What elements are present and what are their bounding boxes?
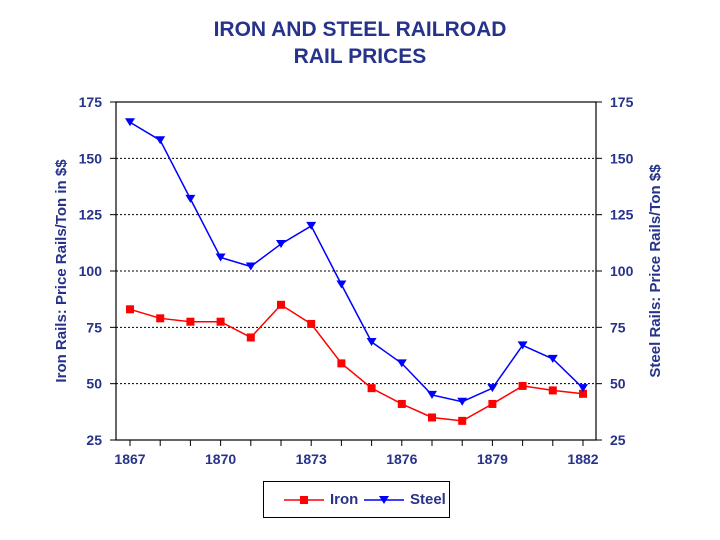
iron-point <box>458 416 467 425</box>
steel-point <box>578 384 588 393</box>
y-tick-label-left: 75 <box>86 319 102 335</box>
iron-point <box>337 359 346 368</box>
iron-legend-marker-icon <box>284 496 324 504</box>
steel-point <box>185 194 196 203</box>
y-axis-label-right: Steel Rails: Price Rails/Ton $$ <box>647 164 664 378</box>
steel-point <box>487 384 498 393</box>
y-tick-label-right: 175 <box>610 94 634 110</box>
iron-point <box>579 389 587 398</box>
legend-label-steel: Steel <box>410 491 446 508</box>
steel-series-line <box>129 121 584 403</box>
iron-point <box>277 300 285 309</box>
iron-point <box>186 317 195 326</box>
y-tick-label-left: 175 <box>79 94 103 110</box>
steel-point <box>245 262 256 271</box>
chart-subtitle: RAIL PRICES <box>293 45 427 68</box>
y-tick-label-left: 100 <box>79 263 103 279</box>
y-axis-label-left: Iron Rails: Price Rails/Ton in $$ <box>53 159 70 383</box>
iron-point <box>307 319 316 328</box>
iron-point <box>126 305 134 314</box>
iron-point <box>216 317 225 326</box>
iron-point <box>518 381 527 390</box>
y-tick-label-right: 50 <box>610 376 626 392</box>
iron-point <box>428 413 436 422</box>
x-tick-label: 1870 <box>205 451 236 467</box>
x-tick-label: 1867 <box>114 451 145 467</box>
steel-point <box>457 397 468 406</box>
x-tick-label: 1879 <box>477 451 508 467</box>
y-tick-label-right: 25 <box>610 432 626 448</box>
y-tick-label-left: 25 <box>86 432 102 448</box>
steel-point <box>215 253 226 262</box>
steel-point <box>547 354 558 363</box>
iron-point <box>548 386 557 395</box>
x-tick-label: 1876 <box>386 451 417 467</box>
chart-title: IRON AND STEEL RAILROAD <box>213 18 507 41</box>
y-tick-label-right: 150 <box>610 150 634 166</box>
x-tick-label: 1882 <box>567 451 598 467</box>
iron-point <box>488 399 497 408</box>
y-tick-label-left: 150 <box>79 150 103 166</box>
steel-point <box>155 136 166 145</box>
steel-point <box>306 221 317 230</box>
y-tick-label-right: 75 <box>610 319 626 335</box>
steel-legend-marker-icon <box>364 496 404 504</box>
legend-label-iron: Iron <box>330 491 359 508</box>
y-tick-label-right: 100 <box>610 263 634 279</box>
chart-legend: Iron Steel <box>263 481 450 518</box>
iron-point <box>367 384 376 393</box>
iron-point <box>246 333 255 342</box>
iron-point <box>397 399 406 408</box>
steel-point <box>336 280 347 289</box>
y-tick-label-right: 125 <box>610 207 634 223</box>
y-tick-label-left: 125 <box>79 207 103 223</box>
y-tick-label-left: 50 <box>86 376 102 392</box>
iron-point <box>156 314 165 323</box>
iron-series-line <box>129 303 584 422</box>
steel-point <box>427 390 437 399</box>
x-tick-label: 1873 <box>296 451 327 467</box>
steel-point <box>366 337 377 346</box>
steel-point <box>276 239 286 248</box>
steel-point <box>125 118 135 127</box>
steel-point <box>517 341 528 350</box>
steel-point <box>396 359 407 368</box>
